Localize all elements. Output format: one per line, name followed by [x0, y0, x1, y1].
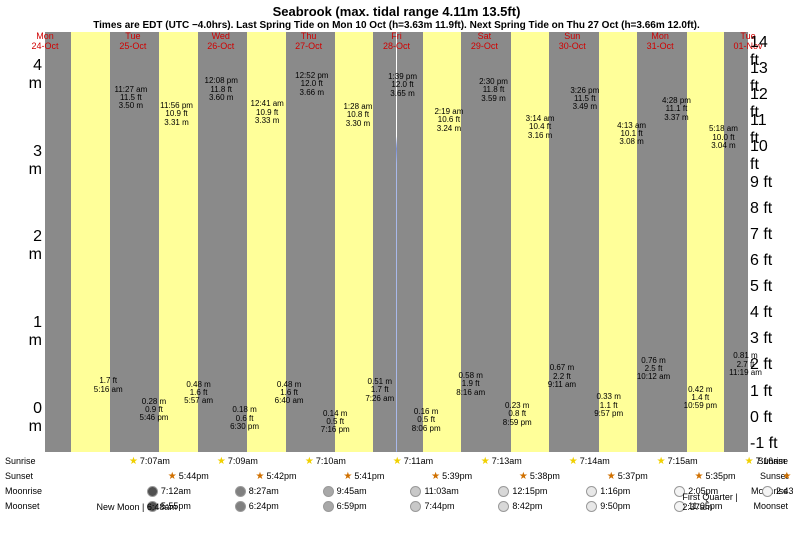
- footer-row-moonrise: MoonriseMoonrise7:12am8:27am9:45am11:03a…: [45, 486, 748, 501]
- y-tick-ft: -1 ft: [750, 435, 778, 453]
- plot-area: Mon24-OctTue25-OctWed26-OctThu27-OctFri2…: [45, 32, 748, 452]
- footer-cell: ★7:07am: [129, 456, 170, 467]
- footer-cell: 8:27am: [235, 486, 279, 497]
- tide-extremum-label: 0.51 m1.7 ft7:26 am: [365, 378, 394, 403]
- tide-extremum-label: 0.33 m1.1 ft9:57 pm: [594, 393, 623, 418]
- day-label: Mon31-Oct: [645, 32, 675, 52]
- footer-cell: 2:43pm: [762, 486, 793, 497]
- day-label: Mon24-Oct: [30, 32, 60, 52]
- footer-cell: 8:42pm: [498, 501, 542, 512]
- footer-cell: ★5:34pm: [782, 471, 793, 482]
- tide-extremum-label: 1:28 am10.8 ft3.30 m: [343, 103, 372, 128]
- y-tick-m: 2 m: [20, 228, 42, 264]
- footer-cell: ★7:09am: [217, 456, 258, 467]
- y-tick-ft: 7 ft: [750, 226, 778, 244]
- day-label: Tue25-Oct: [118, 32, 148, 52]
- tide-extremum-label: 0.18 m0.6 ft6:30 pm: [230, 406, 259, 431]
- tide-extremum-label: 4:13 am10.1 ft3.08 m: [617, 122, 646, 147]
- footer-cell: ★7:16am: [745, 456, 786, 467]
- footer-cell: ★7:13am: [481, 456, 522, 467]
- tide-extremum-label: 11:27 am11.5 ft3.50 m: [114, 86, 147, 111]
- footer-cell: ★7:10am: [305, 456, 346, 467]
- y-tick-ft: 3 ft: [750, 330, 778, 348]
- footer-cell: ★7:15am: [657, 456, 698, 467]
- sun-moon-table: SunriseSunrise★7:07am★7:09am★7:10am★7:11…: [45, 456, 748, 516]
- chart-subtitle: Times are EDT (UTC −4.0hrs). Last Spring…: [0, 20, 793, 31]
- footer-cell: 6:59pm: [323, 501, 367, 512]
- footer-cell: 1:16pm: [586, 486, 630, 497]
- moon-phase-label: First Quarter | 2:37am: [682, 492, 748, 512]
- footer-cell: ★5:41pm: [343, 471, 384, 482]
- footer-cell: 11:03am: [410, 486, 458, 497]
- y-tick-ft: 8 ft: [750, 200, 778, 218]
- footer-row-sunrise: SunriseSunrise★7:07am★7:09am★7:10am★7:11…: [45, 456, 748, 471]
- day-label: Fri28-Oct: [382, 32, 412, 52]
- footer-cell: ★5:38pm: [519, 471, 560, 482]
- y-tick-ft: 9 ft: [750, 174, 778, 192]
- footer-cell: 9:45am: [323, 486, 367, 497]
- y-tick-ft: 14 ft: [750, 34, 778, 70]
- footer-cell: ★7:14am: [569, 456, 610, 467]
- tide-extremum-label: 0.28 m0.9 ft5:46 pm: [140, 398, 169, 423]
- tide-extremum-label: 1.7 ft5:16 am: [94, 377, 123, 394]
- y-tick-ft: 2 ft: [750, 356, 778, 374]
- tide-extremum-label: 0.76 m2.5 ft10:12 am: [637, 357, 670, 382]
- tide-extremum-label: 0.48 m1.6 ft6:40 am: [275, 381, 304, 406]
- footer-row-sunset: SunsetSunset★5:44pm★5:42pm★5:41pm★5:39pm…: [45, 471, 748, 486]
- y-tick-ft: 1 ft: [750, 383, 778, 401]
- footer-cell: ★5:39pm: [431, 471, 472, 482]
- day-label: Sat29-Oct: [469, 32, 499, 52]
- tide-extremum-label: 0.16 m0.5 ft8:06 pm: [412, 408, 441, 433]
- footer-cell: 12:15pm: [498, 486, 547, 497]
- chart-title: Seabrook (max. tidal range 4.11m 13.5ft): [0, 4, 793, 19]
- tide-extremum-label: 5:18 am10.0 ft3.04 m: [709, 125, 738, 150]
- footer-cell: ★5:44pm: [168, 471, 209, 482]
- footer-cell: ★5:42pm: [256, 471, 297, 482]
- footer-cell: 6:24pm: [235, 501, 279, 512]
- day-label: Wed26-Oct: [206, 32, 236, 52]
- tide-extremum-label: 11:56 pm10.9 ft3.31 m: [160, 102, 193, 127]
- tide-extremum-label: 12:52 pm12.0 ft3.66 m: [295, 72, 328, 97]
- tide-extremum-label: 0.67 m2.2 ft9:11 am: [548, 364, 576, 389]
- tide-extremum-label: 0.42 m1.4 ft10:59 pm: [684, 386, 717, 411]
- footer-cell: ★5:35pm: [694, 471, 735, 482]
- tide-extremum-label: 0.23 m0.8 ft8:59 pm: [503, 402, 532, 427]
- day-label: Thu27-Oct: [294, 32, 324, 52]
- footer-cell: 7:44pm: [410, 501, 454, 512]
- footer-cell: 9:50pm: [586, 501, 630, 512]
- footer-cell: ★7:11am: [393, 456, 433, 467]
- y-tick-m: 3 m: [20, 143, 42, 179]
- tide-chart: Seabrook (max. tidal range 4.11m 13.5ft)…: [0, 0, 793, 539]
- tide-extremum-label: 0.48 m1.6 ft5:57 am: [184, 381, 213, 406]
- tide-extremum-label: 3:26 pm11.5 ft3.49 m: [570, 87, 599, 112]
- day-label: Sun30-Oct: [557, 32, 587, 52]
- y-tick-m: 1 m: [20, 314, 42, 350]
- tide-extremum-label: 12:41 am10.9 ft3.33 m: [250, 100, 283, 125]
- tide-extremum-label: 4:28 pm11.1 ft3.37 m: [662, 97, 691, 122]
- tide-extremum-label: 0.58 m1.9 ft8:16 am: [456, 372, 485, 397]
- footer-cell: 7:12am: [147, 486, 191, 497]
- tide-extremum-label: 0.14 m0.5 ft7:16 pm: [321, 410, 350, 435]
- tide-extremum-label: 1:39 pm12.0 ft3.65 m: [388, 73, 417, 98]
- y-tick-ft: 5 ft: [750, 278, 778, 296]
- tide-extremum-label: 3:14 am10.4 ft3.16 m: [526, 115, 555, 140]
- footer-cell: ★5:37pm: [607, 471, 648, 482]
- y-tick-ft: 0 ft: [750, 409, 778, 427]
- moon-phase-label: New Moon | 6:48am: [97, 502, 177, 512]
- tide-extremum-label: 2:19 am10.6 ft3.24 m: [434, 108, 463, 133]
- y-tick-m: 0 m: [20, 400, 42, 436]
- tide-extremum-label: 12:08 pm11.8 ft3.60 m: [205, 77, 238, 102]
- y-tick-m: 4 m: [20, 57, 42, 93]
- tide-extremum-label: 2:30 pm11.8 ft3.59 m: [479, 78, 508, 103]
- y-tick-ft: 6 ft: [750, 252, 778, 270]
- y-tick-ft: 4 ft: [750, 304, 778, 322]
